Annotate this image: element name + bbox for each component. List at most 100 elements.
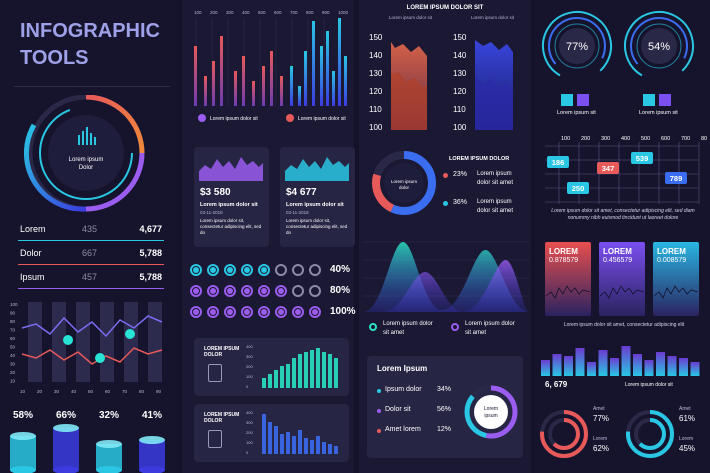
lorem-card-ring: Lorem ipsum (464, 385, 518, 439)
value-card-sparkline (285, 157, 349, 181)
dot-fill (227, 267, 233, 273)
mini-chart-bar (292, 358, 296, 388)
top-bar-blue (298, 86, 301, 106)
top-bar-blue (332, 71, 335, 106)
grid-badge-value: 250 (572, 184, 585, 193)
donut-arc-red (85, 95, 145, 154)
top-bar-x-tick: 700 (290, 10, 298, 15)
bottom-bar (541, 360, 550, 376)
gauge-legend: Lorem ipsum sit (639, 110, 678, 116)
lorem-card-row-text: Amet lorem (385, 426, 421, 433)
lorem-cards-caption: Lorem ipsum dolor sit amet, consectetur … (563, 322, 685, 328)
lorem-metric-card: LOREM 0.456579 (599, 242, 645, 316)
dot-fill (261, 267, 267, 273)
stats-row-mid: 667 (82, 248, 98, 258)
mini-chart-bar (292, 436, 296, 454)
stats-row-value: 5,788 (139, 248, 162, 258)
dot-empty (275, 264, 287, 276)
llc-y-tick: 30 (10, 362, 16, 367)
mini-chart-bar (310, 440, 314, 454)
cylinder-shape (53, 424, 79, 473)
area-chart-title: LOREM IPSUM DOLOR SIT (406, 5, 484, 11)
area-y-tick-right: 110 (453, 105, 466, 114)
top-bar-red (280, 76, 283, 106)
value-card-title: Lorem ipsum dolor sit (286, 202, 344, 208)
bottom-bar (690, 362, 700, 376)
peaks-area-purple (383, 259, 529, 312)
area-blue-inner (475, 76, 513, 130)
lorem-metric-sparkline (546, 285, 590, 299)
mini-chart-y-tick: 200 (246, 430, 253, 435)
dot-fill (312, 309, 318, 315)
bottom-bar (587, 362, 596, 376)
cylinder-item: 41% (137, 410, 177, 473)
donut-arc-purple (85, 152, 145, 212)
stats-row: Lorem 435 4,677 (18, 220, 164, 241)
grid-x-tick: 300 (601, 136, 610, 142)
cylinder-item: 66% (51, 410, 91, 473)
dot-fill (193, 309, 199, 315)
legend-text-2: dolor sit amet (477, 180, 514, 186)
llc-line-purple (21, 315, 163, 338)
llc-x-tick: 40 (71, 389, 77, 394)
donut-center (48, 115, 124, 191)
llc-x-tick: 30 (54, 389, 60, 394)
stats-row-value: 4,677 (139, 224, 162, 234)
ring-top-label: Amet (593, 406, 605, 412)
gauge-legend-swatches (561, 94, 601, 106)
lorem-card-row-pct: 34% (437, 386, 452, 393)
value-card-sparkline (199, 157, 263, 181)
cylinder-label: 41% (141, 410, 162, 421)
grid-chart: 100 200 300 400 500 600 700 800 186 347 539 250 789 (545, 136, 707, 204)
llc-marker-3 (125, 329, 135, 339)
donut-arc-blue (24, 123, 87, 212)
small-donut-legend-row: 36% Lorem ipsum dolor sit amet (443, 198, 529, 226)
area-red-inner (391, 72, 427, 130)
llc-x-tick: 50 (88, 389, 94, 394)
lorem-ring-arc-cyan (464, 385, 518, 439)
grid-badge (597, 162, 619, 174)
stats-table: Lorem 435 4,677 Dolor 667 5,788 Ipsum 457 5,788 (18, 220, 164, 292)
bottom-bar (610, 358, 619, 376)
donut-label-2: Dolor (79, 165, 93, 171)
grid-x-tick: 500 (641, 136, 650, 142)
lorem-ipsum-card: Lorem Ipsum Ipsum dolor 34% Dolor sit 56% Am… (367, 356, 523, 458)
document-icon (208, 430, 222, 448)
area-y-tick-left: 150 (369, 33, 383, 42)
value-card-date: 03-11-2018 (200, 210, 223, 215)
lorem-card-rows: Ipsum dolor 34% Dolor sit 56% Amet lorem 12% (377, 386, 457, 446)
grid-x-tick: 700 (681, 136, 690, 142)
dot-fill (227, 288, 233, 294)
legend-text-2: dolor sit amet (477, 208, 514, 214)
top-bar-x-tick: 300 (226, 10, 234, 15)
top-bar-red (262, 66, 265, 106)
donut-label-1: Lorem ipsum (69, 157, 104, 163)
mini-chart-bar (316, 436, 320, 454)
gauge-row: 77% Lorem ipsum sit 54% Lorem ipsum sit (539, 6, 707, 121)
stats-row-name: Lorem (20, 224, 46, 234)
mini-chart-bar (322, 442, 326, 454)
legend-dot-1 (198, 114, 206, 122)
stats-row-mid: 457 (82, 272, 98, 282)
top-bar-blue (326, 31, 329, 106)
lorem-card-dot (377, 389, 381, 393)
peaks-legend: Lorem ipsum dolor sit amet Lorem ipsum dol… (367, 320, 529, 340)
gauge: 54% (624, 11, 694, 81)
lorem-card-row-pct: 56% (437, 406, 452, 413)
llc-y-tick: 100 (10, 302, 18, 307)
ring-bottom-pct: 45% (679, 444, 696, 453)
donut-inner-arc (39, 106, 133, 200)
gauge-legend-swatches (643, 94, 683, 106)
bottom-bar (621, 346, 631, 376)
top-bar-blue (304, 51, 307, 106)
top-bar-x-tick: 200 (210, 10, 218, 15)
mini-chart-y-tick: 100 (246, 440, 253, 445)
peaks-legend-dot (451, 323, 459, 331)
page-title: INFOGRAPHIC TOOLS (20, 18, 160, 72)
top-bar-x-tick: 1000 (338, 10, 349, 15)
mini-chart-bar (262, 414, 266, 454)
bottom-bar (564, 356, 573, 376)
area-y-tick-right: 120 (453, 87, 467, 96)
dot-empty (309, 285, 321, 297)
cylinder-label: 58% (12, 410, 33, 421)
